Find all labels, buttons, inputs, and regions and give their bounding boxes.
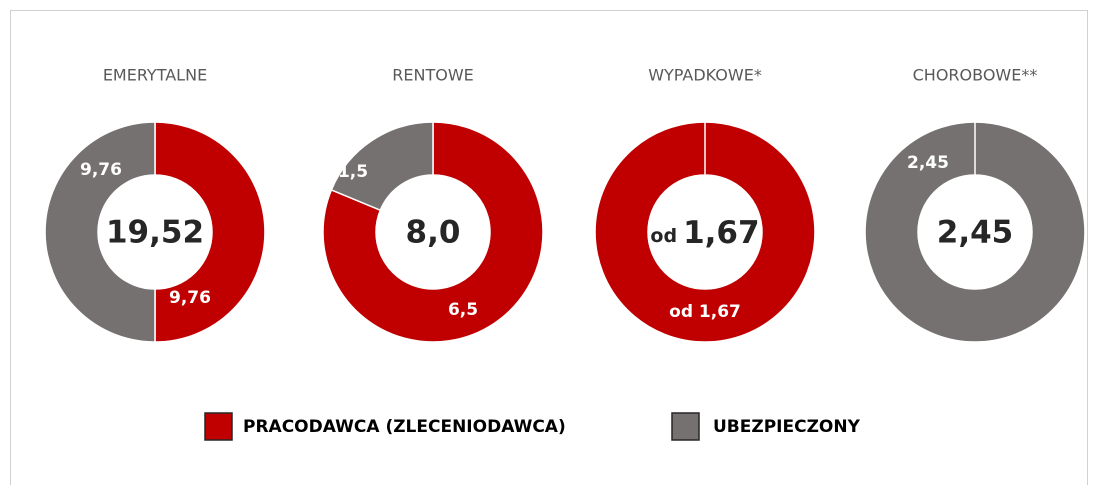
donut-title: EMERYTALNE (103, 66, 207, 85)
center-label: 2,45 (937, 215, 1014, 251)
legend-swatch (204, 412, 233, 441)
center-value: 1,67 (683, 215, 760, 251)
legend-label: PRACODAWCA (ZLECENIODAWCA) (243, 417, 566, 437)
center-prefix: od (650, 225, 677, 247)
value-label: 9,76 (169, 288, 211, 308)
donut-segment (330, 121, 434, 212)
value-label: 2,45 (907, 153, 949, 173)
donut-segment (154, 121, 266, 343)
value-label: 6,5 (448, 300, 478, 320)
value-label: od 1,67 (669, 302, 741, 322)
value-label: 1,5 (338, 162, 368, 182)
donut-title: RENTOWE (392, 66, 474, 85)
donut-segment (322, 121, 544, 343)
center-label: 19,52 (106, 215, 204, 251)
donut-segment (864, 121, 1086, 343)
legend-label: UBEZPIECZONY (713, 417, 861, 437)
donut-segment (44, 121, 156, 343)
value-label: 9,76 (80, 160, 122, 180)
center-label: od 1,67 (650, 215, 759, 251)
donut-title: CHOROBOWE** (913, 66, 1038, 85)
frame (10, 10, 1088, 485)
donut-segment (594, 121, 816, 343)
center-label: 8,0 (406, 215, 461, 251)
legend-swatch (671, 412, 700, 441)
donut-title: WYPADKOWE* (648, 66, 762, 85)
